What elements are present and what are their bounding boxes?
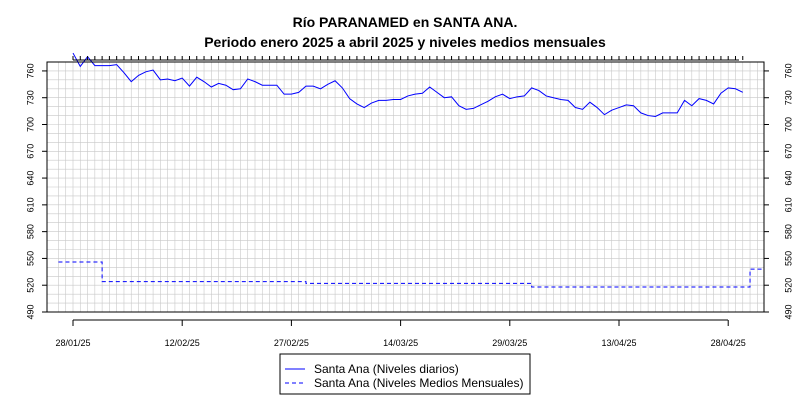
grid-lines (47, 61, 764, 313)
x-tick-label: 29/03/25 (492, 338, 527, 348)
series-layer (58, 52, 765, 288)
legend: Santa Ana (Niveles diarios) Santa Ana (N… (279, 353, 531, 395)
x-tick-label: 14/03/25 (383, 338, 418, 348)
x-tick-label: 13/04/25 (601, 338, 636, 348)
y-tick-label-right: 670 (783, 144, 793, 159)
y-tick-label-left: 490 (25, 304, 35, 319)
y-tick-label-left: 520 (25, 278, 35, 293)
chart-title: Río PARANAMED en SANTA ANA. (293, 14, 518, 30)
y-tick-label-right: 730 (783, 90, 793, 105)
y-tick-label-left: 580 (25, 224, 35, 239)
series-line-monthly (58, 261, 765, 288)
y-tick-label-right: 490 (783, 304, 793, 319)
series-line-daily (72, 52, 743, 117)
y-tick-label-right: 550 (783, 251, 793, 266)
legend-label-daily: Santa Ana (Niveles diarios) (314, 362, 459, 376)
y-tick-label-right: 640 (783, 171, 793, 186)
y-tick-label-left: 700 (25, 117, 35, 132)
y-tick-label-right: 610 (783, 197, 793, 212)
y-tick-label-right: 700 (783, 117, 793, 132)
x-tick-label: 28/01/25 (55, 338, 90, 348)
chart-subtitle: Periodo enero 2025 a abril 2025 y nivele… (204, 34, 606, 50)
legend-box (279, 353, 531, 395)
y-tick-label-left: 670 (25, 144, 35, 159)
y-tick-label-right: 580 (783, 224, 793, 239)
x-tick-label: 28/04/25 (711, 338, 746, 348)
y-tick-label-left: 730 (25, 90, 35, 105)
axes: 490 490 520 520 550 550 580 580 610 610 640 640 670 6… (25, 56, 793, 348)
x-tick-label: 27/02/25 (274, 338, 309, 348)
y-tick-label-left: 640 (25, 171, 35, 186)
y-tick-label-right: 520 (783, 278, 793, 293)
y-tick-label-right: 760 (783, 63, 793, 78)
x-tick-label: 12/02/25 (165, 338, 200, 348)
legend-label-monthly: Santa Ana (Niveles Medios Mensuales) (314, 376, 523, 390)
y-tick-label-left: 760 (25, 63, 35, 78)
y-tick-label-left: 610 (25, 197, 35, 212)
y-tick-label-left: 550 (25, 251, 35, 266)
